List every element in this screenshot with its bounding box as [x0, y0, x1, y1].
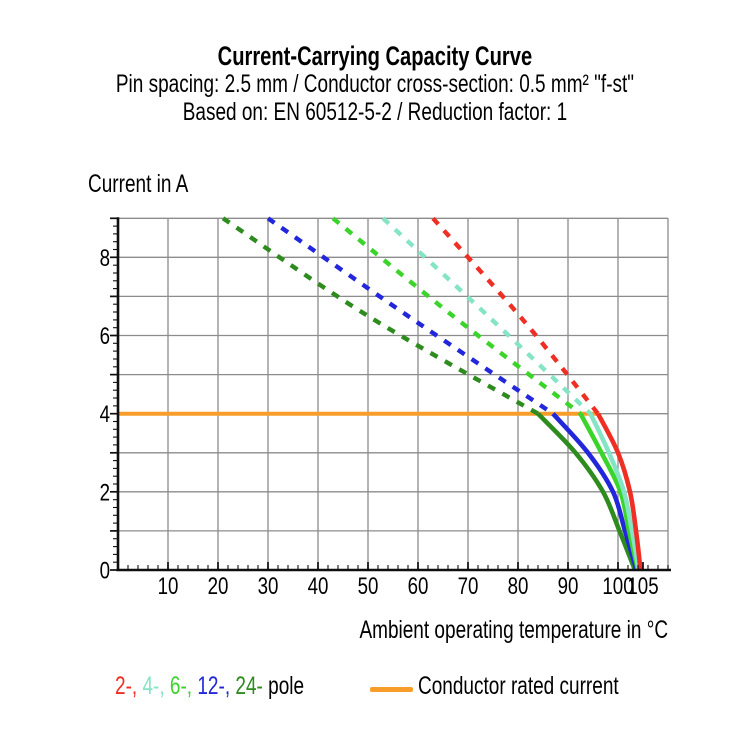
legend-pole-item: 24- — [235, 672, 269, 700]
page-title: Current-Carrying Capacity Curve — [0, 42, 750, 71]
legend-poles: 2-, 4-, 6-, 12-, 24- pole — [115, 672, 364, 701]
axis-ticks — [110, 217, 669, 571]
page-title-text: Current-Carrying Capacity Curve — [217, 41, 533, 71]
y-tick-label: 0 — [100, 557, 110, 584]
grid-lines — [118, 217, 669, 570]
x-tick-label: 100 — [602, 573, 633, 600]
curve-6-pole — [331, 216, 641, 571]
x-tick-label: 10 — [158, 573, 179, 600]
y-axis-title-text: Current in A — [88, 170, 189, 198]
legend-pole-suffix: pole — [268, 672, 305, 700]
x-tick-label: 60 — [408, 573, 429, 600]
legend-pole-item: 2-, — [115, 672, 143, 700]
x-tick-label: 20 — [208, 573, 229, 600]
x-tick-label: 80 — [508, 573, 529, 600]
legend-pole-item: 6-, — [169, 672, 198, 700]
chart-subtitle-1-text: Pin spacing: 2.5 mm / Conductor cross-se… — [115, 70, 635, 98]
y-tick-label: 2 — [100, 479, 110, 506]
curve-4-pole — [381, 216, 642, 571]
x-tick-label: 70 — [458, 573, 479, 600]
y-tick-label: 4 — [100, 401, 110, 428]
x-tick-label: 90 — [558, 573, 579, 600]
chart-subtitle-2: Based on: EN 60512-5-2 / Reduction facto… — [0, 99, 750, 126]
y-tick-label: 8 — [100, 245, 110, 272]
chart-subtitle-2-text: Based on: EN 60512-5-2 / Reduction facto… — [182, 98, 568, 126]
chart-subtitle-1: Pin spacing: 2.5 mm / Conductor cross-se… — [0, 71, 750, 98]
x-tick-label: 40 — [308, 573, 329, 600]
curve-2-pole — [431, 216, 643, 571]
y-tick-label: 6 — [100, 323, 110, 350]
rated-current-swatch — [370, 687, 413, 692]
legend-rated-current: Conductor rated current — [418, 672, 682, 701]
x-tick-label: 105 — [627, 573, 658, 600]
curve-12-pole — [266, 216, 639, 571]
axes — [116, 217, 671, 572]
x-tick-label: 30 — [258, 573, 279, 600]
x-axis-title-text: Ambient operating temperature in °C — [359, 616, 668, 644]
x-axis-title: Ambient operating temperature in °C — [262, 616, 668, 645]
legend-poles-text: 2-, 4-, 6-, 12-, 24- pole — [115, 672, 304, 701]
curve-24-pole — [221, 216, 638, 571]
legend-pole-item: 12-, — [197, 672, 236, 700]
rated-current-label: Conductor rated current — [418, 672, 619, 700]
x-tick-label: 50 — [358, 573, 379, 600]
legend-pole-item: 4-, — [142, 672, 170, 700]
y-tick-labels: 0 2 4 6 8 — [100, 245, 110, 584]
y-axis-title: Current in A — [88, 170, 220, 199]
